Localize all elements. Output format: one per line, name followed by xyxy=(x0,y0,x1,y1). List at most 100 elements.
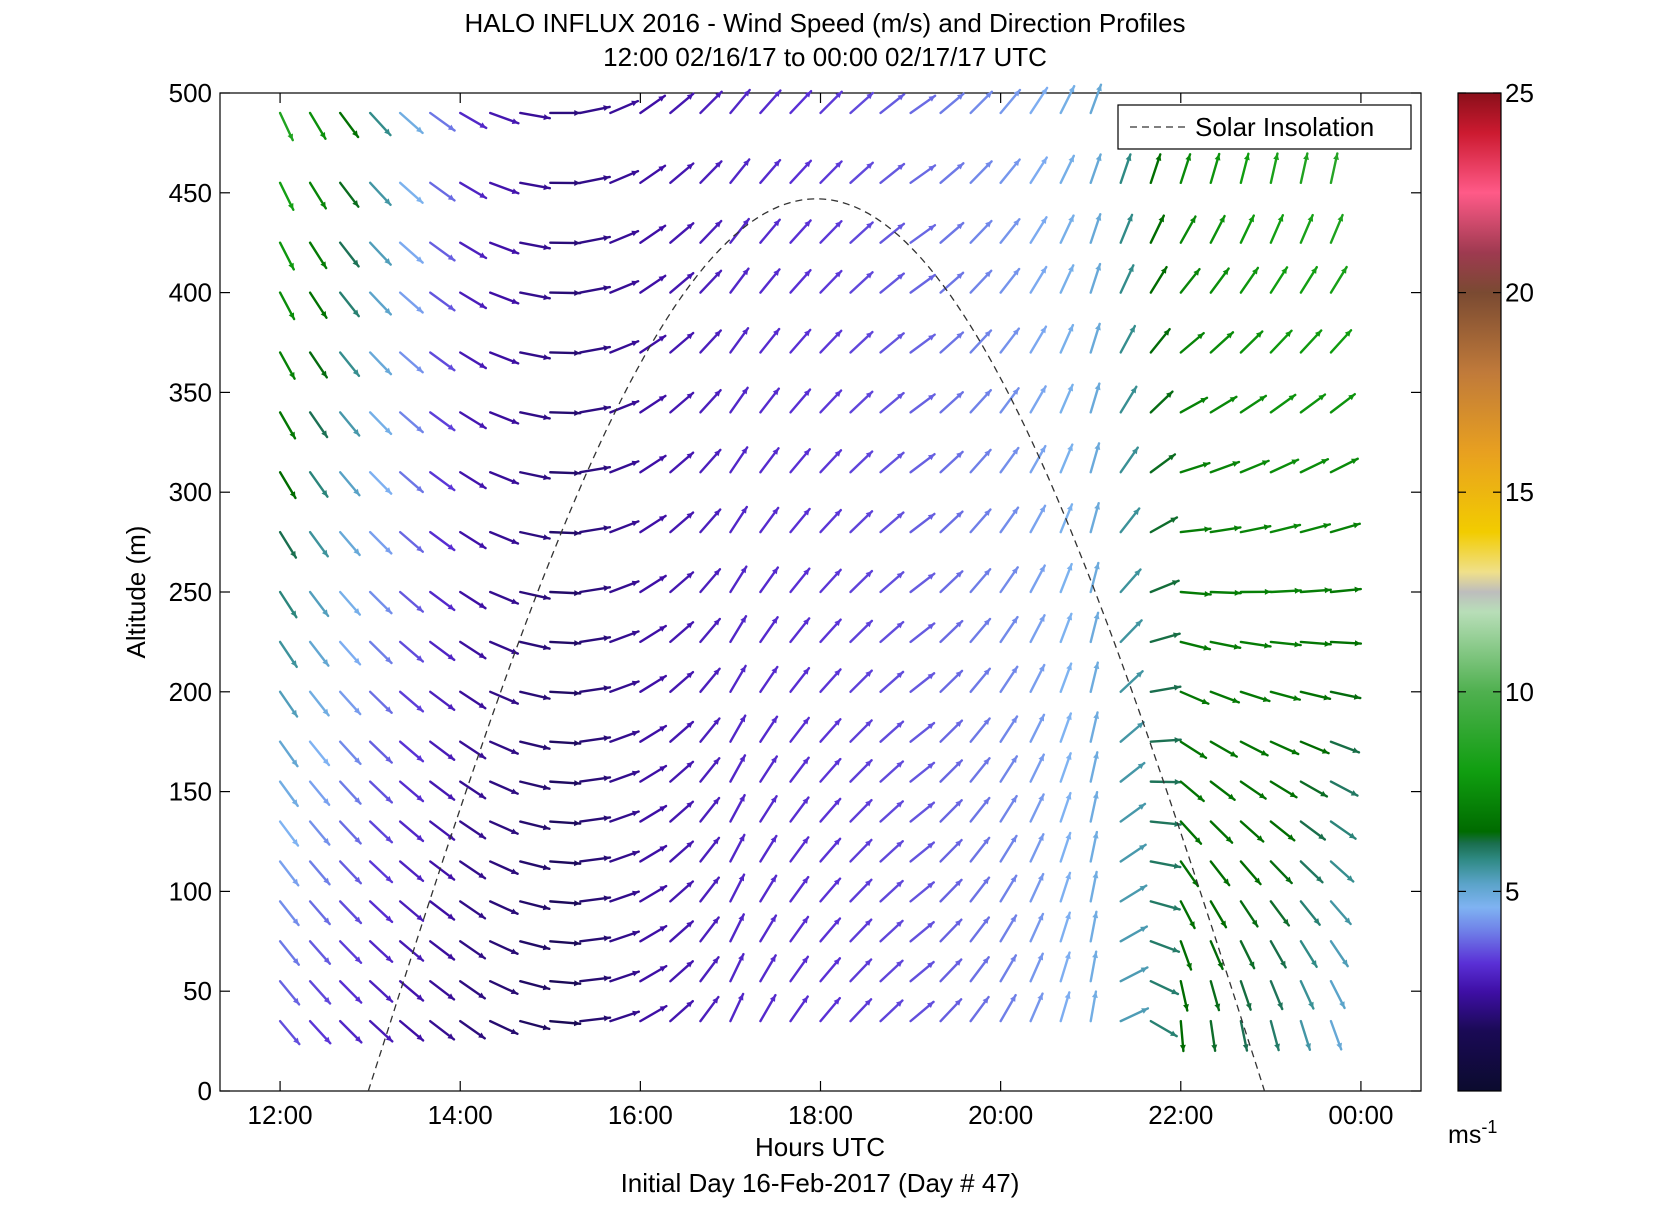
wind-arrow-head xyxy=(292,878,299,886)
wind-arrow-head xyxy=(1173,862,1181,869)
wind-arrow xyxy=(609,890,640,903)
wind-arrow-head xyxy=(542,744,550,751)
wind-arrow xyxy=(308,411,329,439)
wind-arrow xyxy=(1209,1019,1218,1053)
wind-arrow-head xyxy=(510,908,518,915)
wind-arrow-head xyxy=(1093,562,1100,570)
wind-arrow-head xyxy=(603,685,610,692)
wind-arrow xyxy=(639,164,667,185)
wind-arrow xyxy=(939,759,964,783)
wind-arrow xyxy=(1239,1019,1249,1052)
wind-arrow xyxy=(338,780,362,805)
wind-arrow xyxy=(1239,266,1260,294)
wind-arrow-head xyxy=(1092,871,1099,879)
wind-arrow xyxy=(1299,265,1319,294)
wind-arrow-head xyxy=(354,797,361,804)
wind-arrow xyxy=(278,590,298,619)
wind-arrow-head xyxy=(1094,383,1101,391)
wind-arrow xyxy=(699,90,723,115)
wind-arrow xyxy=(729,267,750,294)
wind-arrow xyxy=(609,970,641,983)
wind-arrow-head xyxy=(289,372,295,379)
wind-arrow xyxy=(398,241,424,264)
wind-arrow-head xyxy=(292,997,300,1005)
wind-arrow xyxy=(999,506,1020,534)
wind-arrow-head xyxy=(631,340,639,347)
wind-arrow xyxy=(1149,1019,1178,1038)
wind-arrow-head xyxy=(1094,443,1101,451)
wind-arrow xyxy=(849,91,875,115)
wind-arrow xyxy=(759,506,780,534)
wind-arrow-head xyxy=(1066,663,1072,671)
wind-arrow xyxy=(729,754,747,783)
wind-arrow xyxy=(1179,396,1209,414)
wind-arrow-head xyxy=(1353,693,1361,700)
wind-arrow-head xyxy=(510,988,518,995)
wind-arrow-head xyxy=(1173,632,1180,639)
wind-arrow xyxy=(549,530,582,537)
wind-arrow xyxy=(1209,152,1221,185)
wind-arrow-head xyxy=(897,223,904,230)
x-tick-label: 22:00 xyxy=(1148,1100,1213,1130)
wind-arrow xyxy=(278,900,300,927)
wind-arrow xyxy=(1329,640,1363,647)
wind-arrow-head xyxy=(928,95,936,102)
wind-arrow-head xyxy=(574,179,581,186)
wind-arrow-head xyxy=(715,161,722,168)
wind-arrow xyxy=(308,181,328,210)
wind-arrow xyxy=(1059,752,1072,783)
wind-arrow xyxy=(1149,265,1168,294)
wind-arrow xyxy=(278,980,301,1006)
wind-arrow xyxy=(759,387,781,414)
wind-arrow xyxy=(1119,1007,1150,1023)
wind-arrow xyxy=(759,874,778,903)
wind-arrow xyxy=(879,670,905,693)
wind-arrow-head xyxy=(574,740,581,747)
wind-arrow xyxy=(1269,740,1300,756)
wind-arrow-head xyxy=(1245,1002,1252,1010)
wind-arrow-head xyxy=(1125,154,1132,162)
wind-arrow-head xyxy=(543,594,550,601)
wind-arrow xyxy=(1209,690,1241,704)
wind-arrow-head xyxy=(738,954,744,961)
wind-arrow xyxy=(1149,453,1177,474)
wind-arrow xyxy=(939,221,965,244)
wind-arrow xyxy=(1089,751,1099,783)
wind-arrow-head xyxy=(1179,1044,1186,1052)
wind-arrow-head xyxy=(632,1010,639,1017)
wind-arrow-head xyxy=(632,890,639,897)
wind-arrow-head xyxy=(802,797,809,805)
wind-arrow-head xyxy=(658,225,666,232)
wind-arrow-head xyxy=(511,698,518,705)
wind-arrow xyxy=(819,160,843,185)
wind-arrow xyxy=(999,755,1019,783)
wind-arrow xyxy=(549,940,582,947)
wind-arrow-head xyxy=(738,914,744,922)
wind-arrow-head xyxy=(954,999,962,1006)
wind-arrow-head xyxy=(352,200,359,207)
wind-arrow xyxy=(1269,152,1280,185)
wind-arrow-head xyxy=(927,673,935,680)
solar-insolation-curve xyxy=(367,198,1266,1092)
wind-arrow xyxy=(999,954,1018,983)
wind-arrow-head xyxy=(1251,919,1258,927)
wind-arrow xyxy=(1329,152,1339,185)
wind-arrow-head xyxy=(955,621,963,628)
wind-arrow-head xyxy=(1285,330,1292,338)
wind-arrow-head xyxy=(1140,926,1147,933)
wind-arrow-head xyxy=(803,449,810,456)
wind-arrow-head xyxy=(686,1001,693,1008)
wind-arrow xyxy=(1059,214,1075,244)
wind-arrow xyxy=(1059,562,1073,594)
wind-arrow xyxy=(1239,940,1256,970)
wind-arrow-head xyxy=(834,759,841,766)
wind-arrow-head xyxy=(478,652,486,659)
wind-arrow xyxy=(1209,860,1231,887)
wind-arrow xyxy=(999,715,1019,743)
wind-arrow-head xyxy=(1038,794,1044,802)
wind-arrow xyxy=(1059,831,1072,863)
y-tick-label: 50 xyxy=(183,976,212,1006)
wind-arrow-head xyxy=(603,855,611,862)
wind-arrow-head xyxy=(1189,216,1196,224)
wind-arrow-head xyxy=(574,290,581,297)
